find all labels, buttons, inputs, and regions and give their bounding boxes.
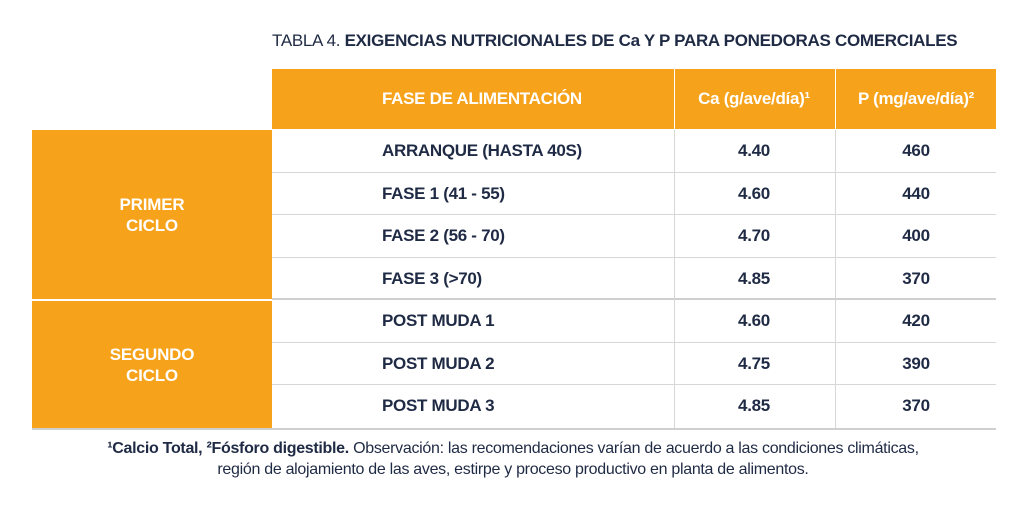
table-header-row: FASE DE ALIMENTACIÓN Ca (g/ave/día)¹ P (… xyxy=(272,69,996,129)
cell-fase: FASE 3 (>70) xyxy=(382,268,482,288)
cell-fase: ARRANQUE (HASTA 40S) xyxy=(382,141,582,160)
header-fase: FASE DE ALIMENTACIÓN xyxy=(382,89,582,108)
table-title-prefix: TABLA 4. xyxy=(272,31,341,50)
cell-p: 400 xyxy=(902,226,930,245)
cell-fase: POST MUDA 3 xyxy=(382,396,495,415)
column-divider xyxy=(835,342,836,384)
cell-fase: POST MUDA 1 xyxy=(382,311,495,330)
column-divider xyxy=(835,385,836,428)
cycle-second: SEGUNDO CICLO xyxy=(32,301,272,428)
cell-p: 370 xyxy=(902,268,930,288)
table-row: FASE 3 (>70) 4.85 370 xyxy=(272,257,996,300)
column-divider xyxy=(835,300,836,342)
column-divider xyxy=(835,172,836,214)
cycle-second-line1: SEGUNDO xyxy=(109,344,195,364)
table-title: TABLA 4. EXIGENCIAS NUTRICIONALES DE Ca … xyxy=(272,31,958,51)
cell-p: 390 xyxy=(902,353,930,373)
footnote-text1: Observación: las recomendaciones varían … xyxy=(348,440,919,457)
column-divider xyxy=(674,257,675,298)
cell-ca: 4.60 xyxy=(738,311,770,330)
footnote-line1: ¹Calcio Total, ²Fósforo digestible. Obse… xyxy=(0,438,1026,459)
column-divider xyxy=(835,215,836,257)
column-divider xyxy=(674,342,675,384)
footnote-bold: ¹Calcio Total, ²Fósforo digestible. xyxy=(107,440,349,457)
cell-ca: 4.85 xyxy=(738,396,770,415)
table-bottom-border xyxy=(32,428,996,430)
table-row: POST MUDA 2 4.75 390 xyxy=(272,342,996,385)
cell-p: 370 xyxy=(902,396,930,415)
table-row: POST MUDA 1 4.60 420 xyxy=(272,300,996,343)
table-title-main: EXIGENCIAS NUTRICIONALES DE Ca Y P PARA … xyxy=(344,31,958,50)
header-ca: Ca (g/ave/día)¹ xyxy=(698,89,810,108)
cycle-second-line2: CICLO xyxy=(126,365,178,385)
cell-fase: FASE 2 (56 - 70) xyxy=(382,226,505,245)
table-row: ARRANQUE (HASTA 40S) 4.40 460 xyxy=(272,130,996,173)
cell-ca: 4.60 xyxy=(738,183,770,203)
cycle-first: PRIMER CICLO xyxy=(32,130,272,299)
table-row: POST MUDA 3 4.85 370 xyxy=(272,385,996,428)
column-divider xyxy=(674,215,675,257)
cell-p: 460 xyxy=(902,141,930,160)
table-row: FASE 2 (56 - 70) 4.70 400 xyxy=(272,215,996,258)
footnote-line2: región de alojamiento de las aves, estir… xyxy=(217,461,809,478)
cell-ca: 4.40 xyxy=(738,141,770,160)
column-divider xyxy=(835,130,836,172)
cycle-divider xyxy=(32,299,272,301)
header-p: P (mg/ave/día)² xyxy=(857,89,975,108)
header-divider xyxy=(674,69,675,129)
table-body: ARRANQUE (HASTA 40S) 4.40 460 FASE 1 (41… xyxy=(272,130,996,428)
column-divider xyxy=(674,385,675,428)
footnote: ¹Calcio Total, ²Fósforo digestible. Obse… xyxy=(0,438,1026,480)
cell-ca: 4.70 xyxy=(738,226,770,245)
cell-p: 440 xyxy=(902,183,930,203)
cycle-first-line1: PRIMER xyxy=(119,194,185,214)
cell-p: 420 xyxy=(902,311,930,330)
column-divider xyxy=(674,300,675,342)
cell-ca: 4.75 xyxy=(738,353,770,373)
table-row: FASE 1 (41 - 55) 4.60 440 xyxy=(272,172,996,215)
column-divider xyxy=(674,172,675,214)
cell-fase: FASE 1 (41 - 55) xyxy=(382,183,505,203)
cycle-first-line2: CICLO xyxy=(126,215,178,235)
header-divider xyxy=(835,69,836,129)
cell-fase: POST MUDA 2 xyxy=(382,353,495,373)
column-divider xyxy=(674,130,675,172)
cell-ca: 4.85 xyxy=(738,268,770,288)
column-divider xyxy=(835,257,836,298)
